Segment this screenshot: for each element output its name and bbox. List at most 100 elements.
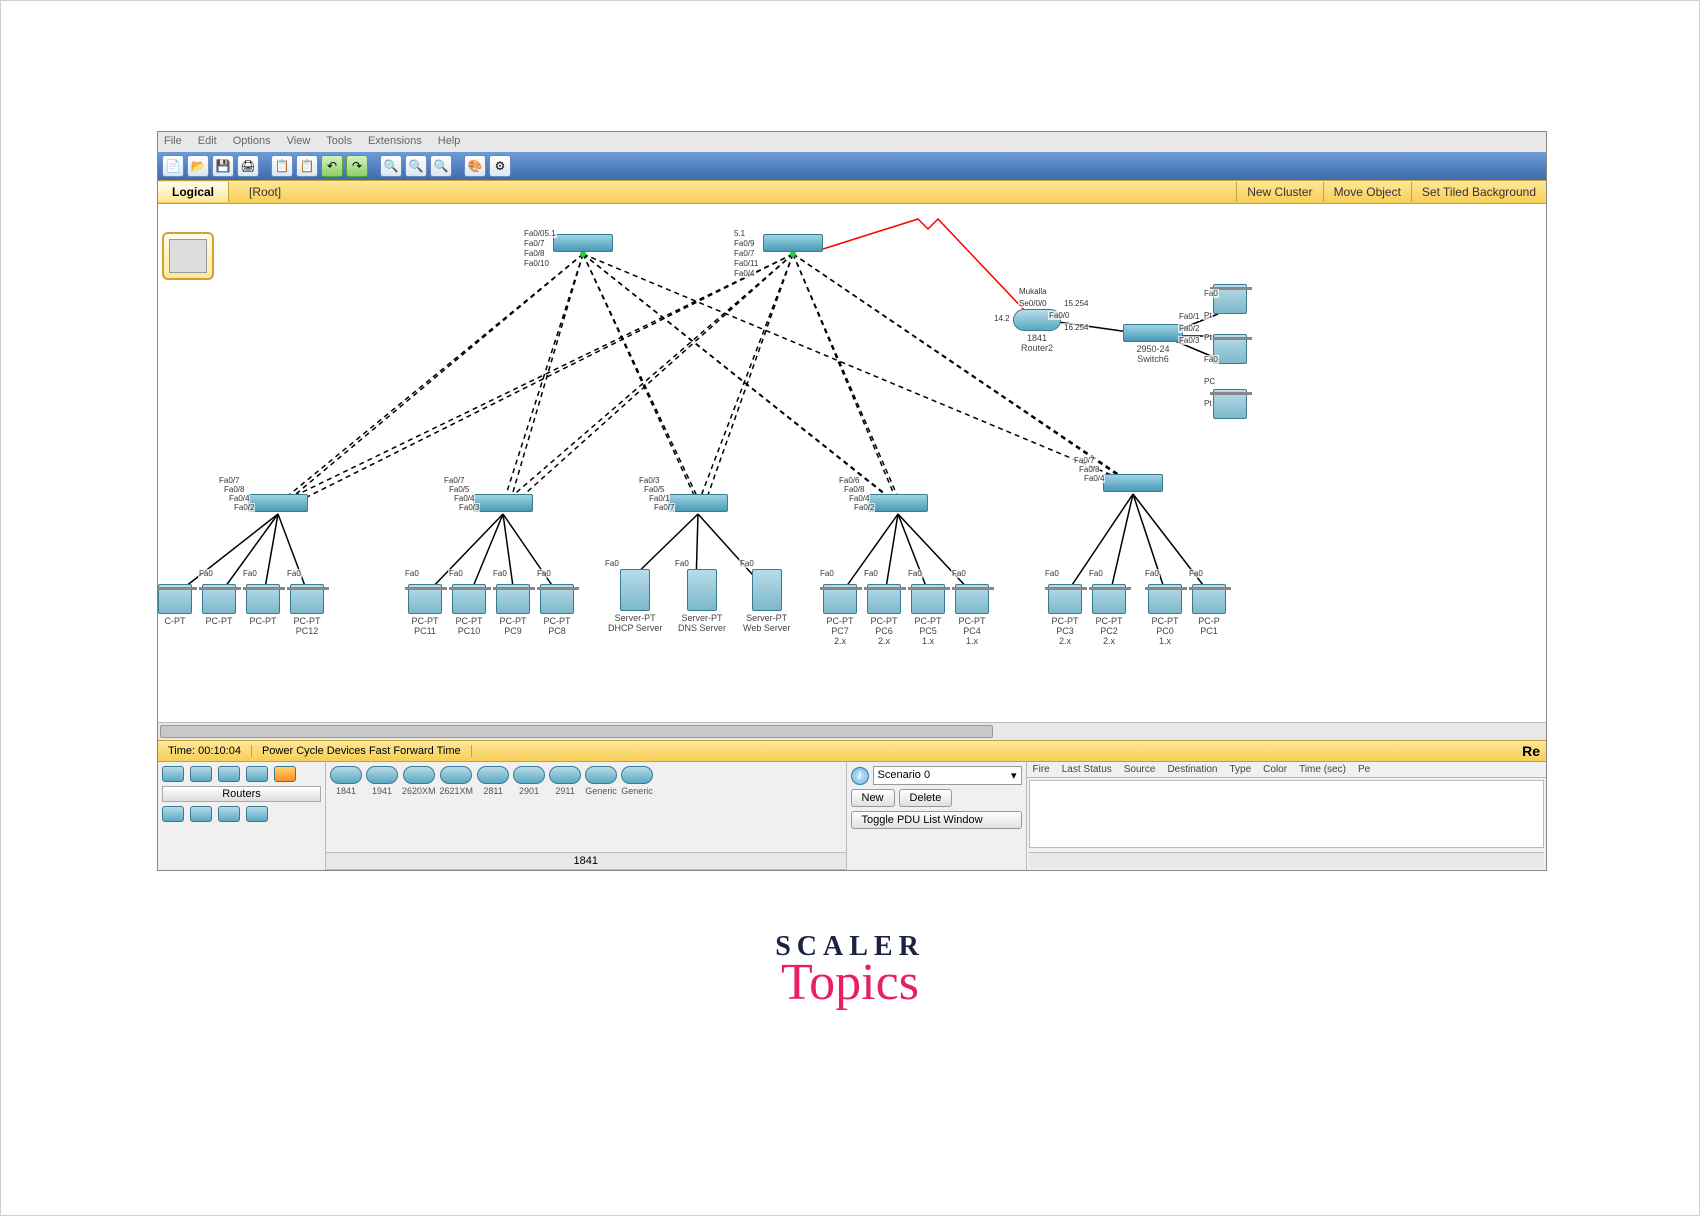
host-PC6[interactable]: PC-PT PC6 2.x	[867, 584, 901, 647]
host-PC12[interactable]: PC-PT PC12	[290, 584, 324, 637]
host-PC5[interactable]: PC-PT PC5 1.x	[911, 584, 945, 647]
menu-tools[interactable]: Tools	[326, 135, 352, 149]
logical-bar: Logical [Root] New Cluster Move Object S…	[158, 180, 1546, 204]
delete-scenario-button[interactable]: Delete	[899, 789, 953, 807]
server-DHCP Server[interactable]: Server-PT DHCP Server	[608, 569, 662, 634]
port-label: 15.254	[1063, 299, 1089, 308]
wireless-category-icon[interactable]	[246, 766, 268, 782]
pdu-table-body[interactable]	[1029, 780, 1545, 848]
switches-category-icon[interactable]	[190, 766, 212, 782]
hubs-category-icon[interactable]	[218, 766, 240, 782]
router-model-1941[interactable]: 1941	[366, 766, 398, 796]
menu-options[interactable]: Options	[233, 135, 271, 149]
server-DNS Server[interactable]: Server-PT DNS Server	[678, 569, 726, 634]
port-label: Fa0/7	[218, 476, 240, 485]
dist-switch-d1[interactable]	[248, 494, 308, 515]
host-PC0[interactable]: PC-PT PC0 1.x	[1148, 584, 1182, 647]
host-[interactable]: C-PT	[158, 584, 192, 637]
paste-icon[interactable]: 📋	[296, 155, 318, 177]
multiuser-icon[interactable]	[246, 806, 268, 822]
core-switch-core1[interactable]	[553, 234, 613, 255]
host-PC7[interactable]: PC-PT PC7 2.x	[823, 584, 857, 647]
menu-edit[interactable]: Edit	[198, 135, 217, 149]
zoom-in-icon[interactable]: 🔍	[380, 155, 402, 177]
port-label: Fa0/1	[648, 494, 670, 503]
breadcrumb-root[interactable]: [Root]	[229, 185, 301, 199]
menu-file[interactable]: File	[164, 135, 182, 149]
pdu-list-panel: FireLast Status SourceDestination TypeCo…	[1027, 762, 1547, 870]
router-model-generic[interactable]: Generic	[621, 766, 653, 796]
host-PC11[interactable]: PC-PT PC11	[408, 584, 442, 637]
router-model-generic[interactable]: Generic	[585, 766, 617, 796]
switch6[interactable]: 2950-24 Switch6	[1123, 324, 1183, 365]
port-label: Pt	[1203, 311, 1213, 320]
workspace-canvas[interactable]: Fa0/05.1Fa0/7Fa0/8Fa0/105.1Fa0/9Fa0/7Fa0…	[158, 204, 1546, 722]
new-cluster-button[interactable]: New Cluster	[1236, 182, 1322, 202]
status-actions[interactable]: Power Cycle Devices Fast Forward Time	[252, 745, 472, 757]
server-Web Server[interactable]: Server-PT Web Server	[743, 569, 790, 634]
port-label: Fa0	[739, 559, 755, 568]
dist-switch-d3[interactable]	[668, 494, 728, 515]
host-PC8[interactable]: PC-PT PC8	[540, 584, 574, 637]
dist-switch-d2[interactable]	[473, 494, 533, 515]
port-label: Fa0/05.1	[523, 229, 557, 238]
host-PC9[interactable]: PC-PT PC9	[496, 584, 530, 637]
new-scenario-button[interactable]: New	[851, 789, 895, 807]
logical-tab[interactable]: Logical	[158, 182, 229, 202]
port-label: Fa0/3	[638, 476, 660, 485]
toggle-pdu-list-button[interactable]: Toggle PDU List Window	[851, 811, 1022, 829]
port-label: Fa0/6	[838, 476, 860, 485]
zoom-out-icon[interactable]: 🔍	[430, 155, 452, 177]
scenario-dropdown[interactable]: Scenario 0▾	[873, 766, 1022, 785]
port-label: Fa0	[198, 569, 214, 578]
new-icon[interactable]: 📄	[162, 155, 184, 177]
info-icon: i	[851, 767, 869, 785]
host-PC1[interactable]: PC-P PC1	[1192, 584, 1226, 637]
router-model-2901[interactable]: 2901	[513, 766, 545, 796]
zoom-reset-icon[interactable]: 🔍	[405, 155, 427, 177]
custom-icon[interactable]	[218, 806, 240, 822]
realtime-tab[interactable]: Re	[1516, 743, 1546, 759]
custom-device-icon[interactable]: ⚙	[489, 155, 511, 177]
router-model-2911[interactable]: 2911	[549, 766, 581, 796]
port-label: Fa0/7	[733, 249, 755, 258]
set-tiled-bg-button[interactable]: Set Tiled Background	[1411, 182, 1546, 202]
port-label: Fa0/4	[1083, 474, 1105, 483]
open-icon[interactable]: 📂	[187, 155, 209, 177]
port-label: Fa0	[242, 569, 258, 578]
save-icon[interactable]: 💾	[212, 155, 234, 177]
connections-category-icon[interactable]	[274, 766, 296, 782]
pdu-scrollbar[interactable]	[1029, 852, 1545, 868]
main-toolbar: 📄 📂 💾 🖨 📋 📋 ↶ ↷ 🔍 🔍 🔍 🎨 ⚙	[158, 152, 1546, 180]
host-PC4[interactable]: PC-PT PC4 1.x	[955, 584, 989, 647]
dist-switch-d5[interactable]	[1103, 474, 1163, 495]
canvas-scrollbar[interactable]	[158, 722, 1546, 740]
palette-icon[interactable]: 🎨	[464, 155, 486, 177]
router-model-1841[interactable]: 1841	[330, 766, 362, 796]
router-model-2811[interactable]: 2811	[477, 766, 509, 796]
menu-view[interactable]: View	[287, 135, 311, 149]
selected-model-label: 1841	[326, 852, 846, 870]
edge-pc-c[interactable]	[1213, 389, 1247, 422]
host-PC3[interactable]: PC-PT PC3 2.x	[1048, 584, 1082, 647]
router-model-2620xm[interactable]: 2620XM	[402, 766, 436, 796]
print-icon[interactable]: 🖨	[237, 155, 259, 177]
copy-icon[interactable]: 📋	[271, 155, 293, 177]
host-[interactable]: PC-PT	[202, 584, 236, 637]
port-label: Fa0	[286, 569, 302, 578]
router-model-2621xm[interactable]: 2621XM	[440, 766, 474, 796]
menu-help[interactable]: Help	[438, 135, 461, 149]
port-label: Fa0/5	[643, 485, 665, 494]
undo-icon[interactable]: ↶	[321, 155, 343, 177]
routers-category-icon[interactable]	[162, 766, 184, 782]
core-switch-core2[interactable]	[763, 234, 823, 255]
host-PC2[interactable]: PC-PT PC2 2.x	[1092, 584, 1126, 647]
dist-switch-d4[interactable]	[868, 494, 928, 515]
move-object-button[interactable]: Move Object	[1323, 182, 1411, 202]
host-PC10[interactable]: PC-PT PC10	[452, 584, 486, 637]
end-devices-icon[interactable]	[162, 806, 184, 822]
redo-icon[interactable]: ↷	[346, 155, 368, 177]
menu-extensions[interactable]: Extensions	[368, 135, 422, 149]
wan-emulation-icon[interactable]	[190, 806, 212, 822]
host-[interactable]: PC-PT	[246, 584, 280, 637]
